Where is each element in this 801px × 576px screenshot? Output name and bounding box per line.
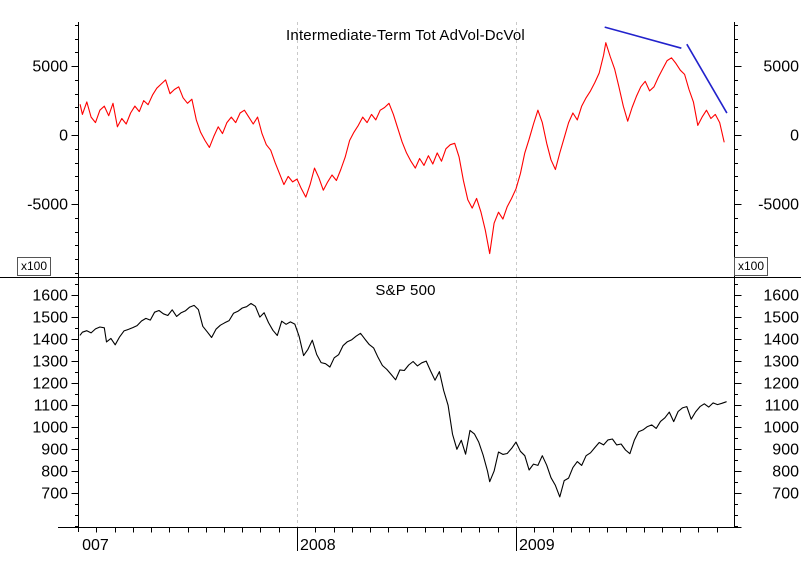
x-year-label: 2009	[519, 537, 555, 554]
bottom-ytick-label-right: 1600	[763, 288, 799, 305]
bottom-ytick-label-right: 1400	[763, 332, 799, 349]
bottom-ytick-label-right: 900	[772, 442, 799, 459]
x-axis-ticks: 007 2008 2009	[78, 522, 718, 554]
bottom-y-axis-ticks: 700 700 800 800 900 900 1000 1000 1100 1100 1200 12…	[32, 284, 800, 527]
bottom-ytick-label-left: 700	[41, 486, 68, 503]
trendline-annotation	[686, 43, 728, 114]
bottom-ytick-label-left: 1600	[32, 288, 68, 305]
bottom-ytick-label-left: 800	[41, 464, 68, 481]
bottom-ytick-label-left: 1300	[32, 354, 68, 371]
top-ytick-label-left: -5000	[27, 196, 68, 213]
right-scale-multiplier-badge: x100	[734, 257, 769, 276]
bottom-ytick-label-right: 1000	[763, 420, 799, 437]
x-year-label: 2008	[300, 537, 336, 554]
bottom-ytick-label-right: 1200	[763, 376, 799, 393]
axes-frame	[0, 22, 801, 528]
top-y-axis-ticks: -5000 -5000 0 0 5000 5000	[27, 25, 799, 274]
bottom-ytick-label-right: 1100	[765, 398, 800, 415]
bottom-ytick-label-right: 1500	[763, 310, 799, 327]
trendline-annotation	[604, 26, 682, 49]
bottom-price-line	[79, 302, 727, 498]
top-series	[79, 26, 728, 255]
top-ytick-label-right: 5000	[763, 59, 799, 76]
top-ytick-label-left: 0	[59, 128, 68, 145]
top-panel-title: Intermediate-Term Tot AdVol-DcVol	[286, 27, 525, 44]
top-price-line	[79, 42, 725, 255]
bottom-ytick-label-left: 1400	[32, 332, 68, 349]
bottom-panel-title: S&P 500	[375, 282, 436, 299]
top-ytick-label-right: -5000	[758, 196, 799, 213]
bottom-ytick-label-right: 800	[772, 464, 799, 481]
bottom-ytick-label-right: 1300	[763, 354, 799, 371]
bottom-series	[79, 302, 727, 498]
x-year-label: 007	[82, 537, 109, 554]
bottom-ytick-label-left: 900	[41, 442, 68, 459]
bottom-ytick-label-left: 1000	[32, 420, 68, 437]
left-scale-multiplier-badge: x100	[17, 257, 52, 276]
bottom-ytick-label-left: 1500	[32, 310, 68, 327]
bottom-ytick-label-left: 1200	[32, 376, 68, 393]
top-ytick-label-left: 5000	[32, 59, 68, 76]
bottom-ytick-label-left: 1100	[34, 398, 69, 415]
year-gridlines	[297, 22, 517, 527]
top-ytick-label-right: 0	[790, 128, 799, 145]
bottom-ytick-label-right: 700	[772, 486, 799, 503]
